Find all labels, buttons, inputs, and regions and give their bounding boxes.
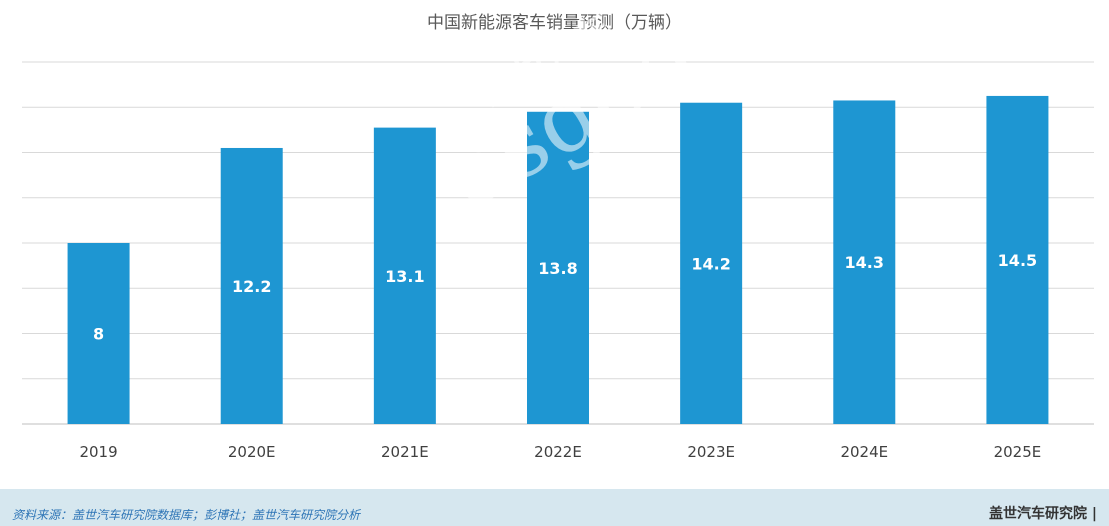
bar [986, 95, 1049, 424]
bar [67, 243, 130, 424]
footer-bar: 资料来源：盖世汽车研究院数据库；彭博社；盖世汽车研究院分析 盖世汽车研究院 | [0, 489, 1109, 526]
bar [373, 127, 436, 425]
bar [527, 111, 589, 425]
bar [833, 100, 896, 425]
data-labels: 8 12.2 13.1 13.8 14.2 14.3 14.5 [93, 251, 1037, 344]
bars [67, 95, 1049, 425]
x-tick-label: 2020E [228, 443, 276, 461]
data-label: 14.2 [691, 254, 730, 273]
x-tick-labels: 2019 2020E 2021E 2022E 2023E 2024E 2025E [79, 443, 1041, 461]
x-tick-label: 2023E [687, 443, 735, 461]
x-tick-label: 2021E [381, 443, 429, 461]
data-label: 14.3 [845, 253, 884, 272]
bar [680, 102, 743, 424]
x-tick-label: 2022E [534, 443, 582, 461]
data-label: 13.8 [538, 259, 577, 278]
data-label: 13.1 [385, 267, 424, 286]
data-label: 14.5 [998, 251, 1037, 270]
x-tick-label: 2024E [840, 443, 888, 461]
source-note: 资料来源：盖世汽车研究院数据库；彭博社；盖世汽车研究院分析 [12, 508, 361, 522]
data-label: 8 [93, 325, 104, 344]
data-label: 12.2 [232, 277, 271, 296]
bar [220, 147, 283, 424]
chart-title: 中国新能源客车销量预测（万辆） [427, 13, 682, 33]
x-tick-label: 2019 [79, 443, 117, 461]
brand-label: 盖世汽车研究院 | [989, 506, 1097, 522]
bar-chart: asgoo 盖世汽车 812.213.1 13.8 14.2 14.3 14.5 201… [22, 61, 1094, 461]
x-tick-label: 2025E [994, 443, 1042, 461]
